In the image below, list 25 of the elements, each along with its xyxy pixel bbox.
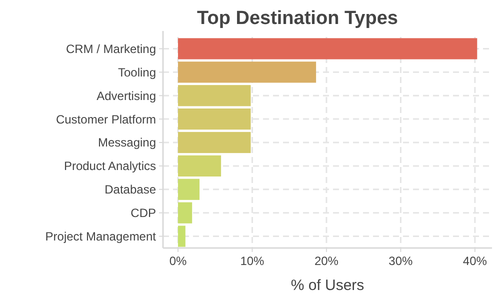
y-tick-label: Tooling <box>118 65 156 80</box>
chart-title: Top Destination Types <box>197 8 398 29</box>
y-tick-label: Messaging <box>98 136 156 150</box>
bar <box>178 38 478 60</box>
y-tick-label: Product Analytics <box>64 159 156 174</box>
y-tick-label: Project Management <box>45 229 157 244</box>
bar <box>178 155 222 176</box>
y-tick-label: Advertising <box>96 88 156 103</box>
bar <box>178 108 251 130</box>
y-tick-label: CRM / Marketing <box>66 42 156 56</box>
x-axis-title: % of Users <box>290 277 364 294</box>
bar <box>178 202 192 224</box>
x-tick-label: 30% <box>388 254 414 268</box>
bar <box>178 62 316 83</box>
y-tick-label: Database <box>104 182 156 197</box>
x-tick-label: 0% <box>169 254 187 268</box>
y-tick-label: Customer Platform <box>56 112 156 126</box>
x-tick-label: 40% <box>462 254 488 268</box>
x-tick-label: 20% <box>314 254 339 268</box>
bar <box>178 132 251 154</box>
bar <box>178 85 251 106</box>
bar <box>178 226 186 247</box>
bar <box>178 178 200 200</box>
x-tick-label: 10% <box>240 254 265 268</box>
y-tick-label: CDP <box>130 206 156 220</box>
